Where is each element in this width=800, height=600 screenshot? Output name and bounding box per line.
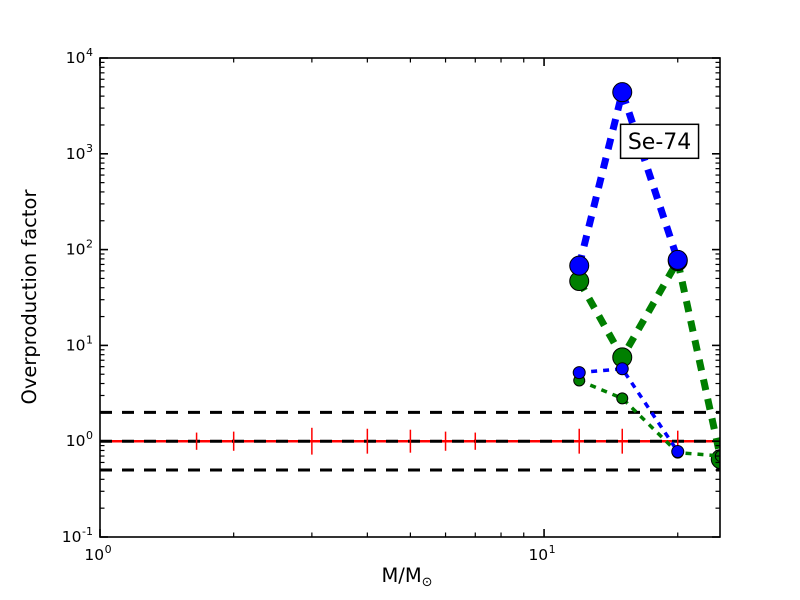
y-axis-label: Overproduction factor <box>18 189 41 405</box>
sun-symbol-subscript-icon: ⊙ <box>422 575 433 590</box>
marker-blue-thin-m20 <box>671 445 685 459</box>
marker-blue-thick-m15 <box>612 82 633 103</box>
series-line-blue-thin <box>579 366 680 453</box>
x-axis-label: M/M⊙ <box>381 564 432 590</box>
annotation-label: Se-74 <box>628 130 691 155</box>
y-tick-label-1e1: 101 <box>66 333 93 354</box>
series-line-green-thin <box>578 378 720 458</box>
y-tick-label-1e0: 100 <box>66 429 93 450</box>
marker-blue-thin-m12 <box>572 366 586 380</box>
x-tick-label-1e1: 101 <box>528 543 555 564</box>
marker-blue-thin-m15 <box>615 362 629 376</box>
marker-blue-thick-m20 <box>667 249 688 270</box>
marker-green-thin-m15 <box>616 392 629 405</box>
y-tick-label-1e-1: 10-1 <box>62 525 93 546</box>
series-line-blue-thick <box>575 79 682 267</box>
series-blue-thin <box>572 362 685 459</box>
data-series <box>569 79 720 470</box>
y-tick-label-1e4: 104 <box>66 46 93 67</box>
series-line-green-thick <box>576 251 720 460</box>
series-blue-thick <box>569 79 688 276</box>
series-green-thick <box>569 251 720 470</box>
x-tick-label-1e0: 100 <box>84 543 111 564</box>
x-axis-label-main: M/M <box>381 564 421 587</box>
marker-blue-thick-m12 <box>569 255 590 276</box>
annotation-box <box>619 123 700 160</box>
isotope-label-box: Se-74 <box>619 123 700 160</box>
y-tick-label-1e3: 103 <box>66 142 93 163</box>
y-tick-label-1e2: 102 <box>66 238 93 259</box>
